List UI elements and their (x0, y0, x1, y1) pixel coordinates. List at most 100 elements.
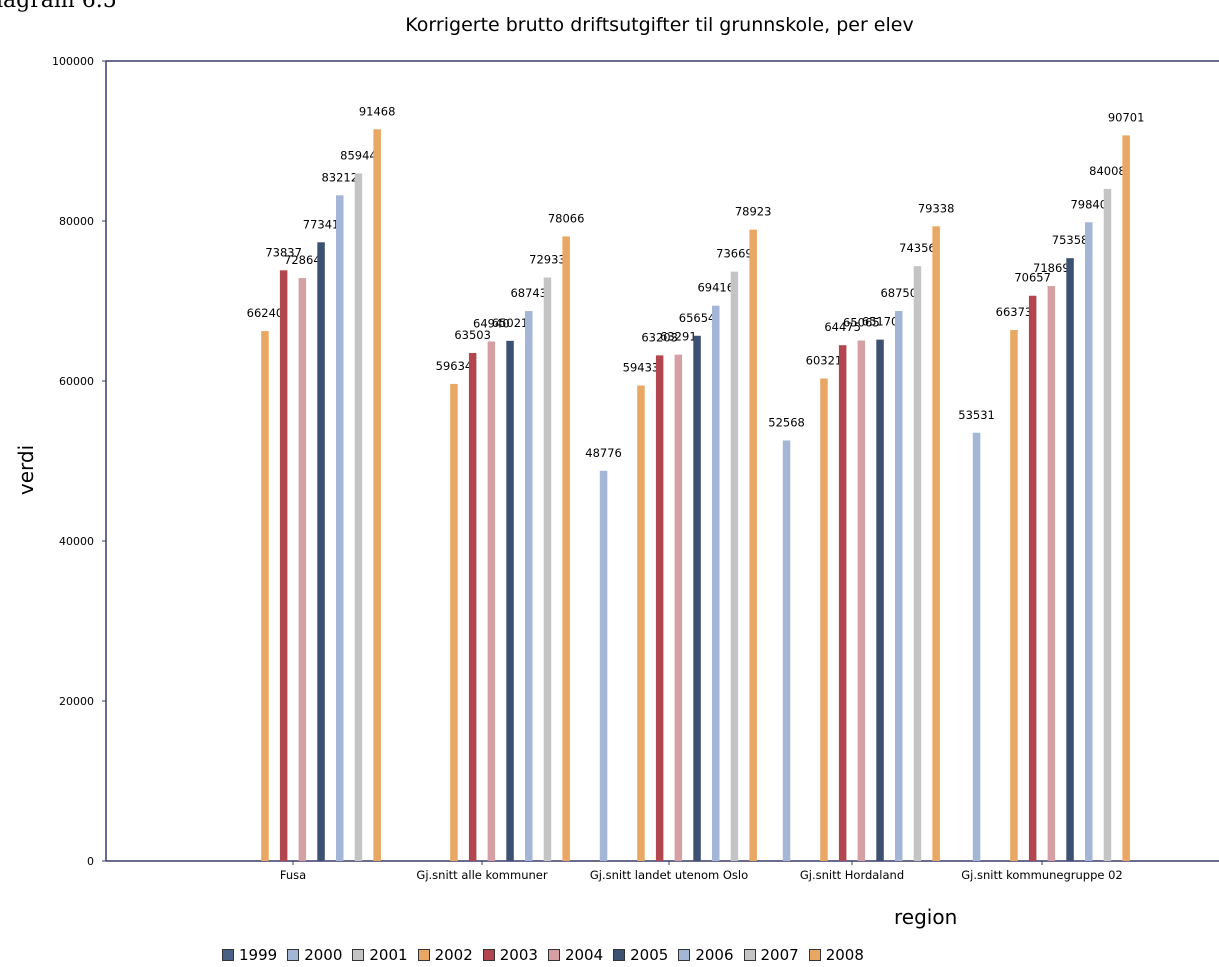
legend-label: 2004 (564, 946, 604, 964)
bar (373, 129, 381, 862)
bar (543, 277, 552, 861)
data-label: 66373 (996, 305, 1033, 319)
x-tick-label: Gj.snitt kommunegruppe 02 (961, 868, 1123, 882)
data-label: 85944 (340, 148, 377, 162)
data-label: 68750 (880, 286, 917, 300)
data-label: 63203 (641, 330, 678, 344)
legend-swatch (352, 949, 365, 961)
data-label: 65065 (843, 315, 880, 329)
y-tick-label: 60000 (59, 375, 94, 388)
bar (674, 354, 683, 861)
bar (525, 311, 533, 861)
data-label: 84008 (1089, 164, 1126, 178)
bar (1066, 258, 1074, 861)
legend-item: 1999 (222, 946, 277, 964)
chart-title: Korrigerte brutto driftsutgifter til gru… (405, 14, 914, 36)
bar (1085, 222, 1093, 861)
bar (693, 335, 701, 861)
data-label: 78066 (548, 211, 585, 225)
data-label: 66240 (247, 306, 284, 320)
data-label: 91468 (359, 104, 396, 118)
bar (932, 226, 940, 861)
bar (876, 339, 884, 861)
legend: 1999 2000 2001 2002 2003 2004 2005 2006 2007 2008 (222, 946, 874, 964)
legend-label: 2000 (304, 946, 343, 964)
data-label: 64940 (473, 316, 510, 330)
legend-label: 2005 (630, 946, 669, 964)
legend-swatch (547, 949, 560, 961)
legend-swatch (287, 949, 300, 961)
data-label: 70657 (1014, 271, 1051, 285)
data-label: 79338 (918, 201, 955, 215)
legend-swatch (743, 949, 756, 961)
bar (749, 229, 757, 862)
bar (838, 345, 847, 861)
data-label: 73669 (716, 247, 753, 261)
bar (599, 470, 608, 861)
bar (279, 270, 288, 862)
data-label: 53531 (958, 408, 995, 422)
figure-caption: iagram 6.5 (0, 0, 117, 13)
bar (1103, 188, 1112, 861)
data-label: 72933 (529, 253, 566, 267)
bar (895, 311, 903, 861)
data-label: 65170 (862, 315, 899, 329)
bar (450, 383, 458, 861)
legend-label: 2008 (825, 946, 864, 964)
data-label: 69416 (697, 281, 734, 295)
bar (972, 432, 981, 861)
legend-item: 2005 (613, 946, 668, 964)
y-tick-label: 100000 (52, 55, 94, 68)
bar (1010, 330, 1018, 861)
data-label: 90701 (1108, 110, 1145, 124)
legend-item: 2003 (482, 946, 538, 964)
data-label: 74356 (899, 241, 936, 255)
legend-swatch (222, 949, 234, 961)
x-tick-label: Gj.snitt alle kommuner (416, 868, 547, 882)
data-label: 73837 (265, 245, 302, 259)
data-label: 68743 (510, 286, 547, 300)
data-label: 48776 (585, 446, 622, 460)
bar (712, 305, 720, 861)
bar (637, 385, 645, 861)
data-label: 59433 (623, 361, 660, 375)
data-label: 64475 (824, 320, 861, 334)
legend-label: 2006 (695, 946, 734, 964)
legend-label: 2007 (760, 946, 799, 964)
bar (506, 340, 514, 861)
legend-label: 2001 (369, 946, 408, 964)
x-tick-label: Gj.snitt landet utenom Oslo (590, 868, 748, 882)
legend-swatch (678, 949, 691, 961)
y-tick-label: 0 (87, 855, 94, 868)
legend-item: 2000 (287, 946, 342, 964)
bar (487, 341, 496, 862)
data-label: 78923 (735, 205, 772, 219)
legend-item: 2004 (547, 946, 604, 964)
data-label: 60321 (806, 353, 843, 367)
legend-item: 2002 (417, 946, 473, 964)
legend-item: 2006 (678, 946, 734, 964)
data-label: 77341 (303, 217, 340, 231)
bar (1122, 135, 1130, 862)
bar (354, 173, 363, 861)
data-label: 72864 (284, 253, 321, 267)
x-tick-label: Gj.snitt Hordaland (800, 868, 904, 882)
data-label: 65654 (679, 311, 716, 325)
legend-swatch (482, 949, 495, 961)
bar (913, 266, 922, 862)
data-label: 52568 (768, 415, 805, 429)
data-label: 63291 (660, 330, 697, 344)
bar (820, 378, 828, 861)
bar (1028, 295, 1037, 861)
data-label: 71869 (1033, 261, 1070, 275)
legend-item: 2007 (743, 946, 799, 964)
bar (468, 352, 477, 861)
legend-label: 2002 (434, 946, 473, 964)
legend-label: 1999 (239, 946, 278, 964)
y-tick-label: 80000 (59, 215, 94, 228)
data-label: 75358 (1052, 233, 1089, 247)
data-label: 65021 (492, 316, 529, 330)
legend-swatch (417, 949, 430, 961)
x-tick-label: Fusa (280, 868, 306, 882)
y-tick-label: 20000 (59, 695, 94, 708)
